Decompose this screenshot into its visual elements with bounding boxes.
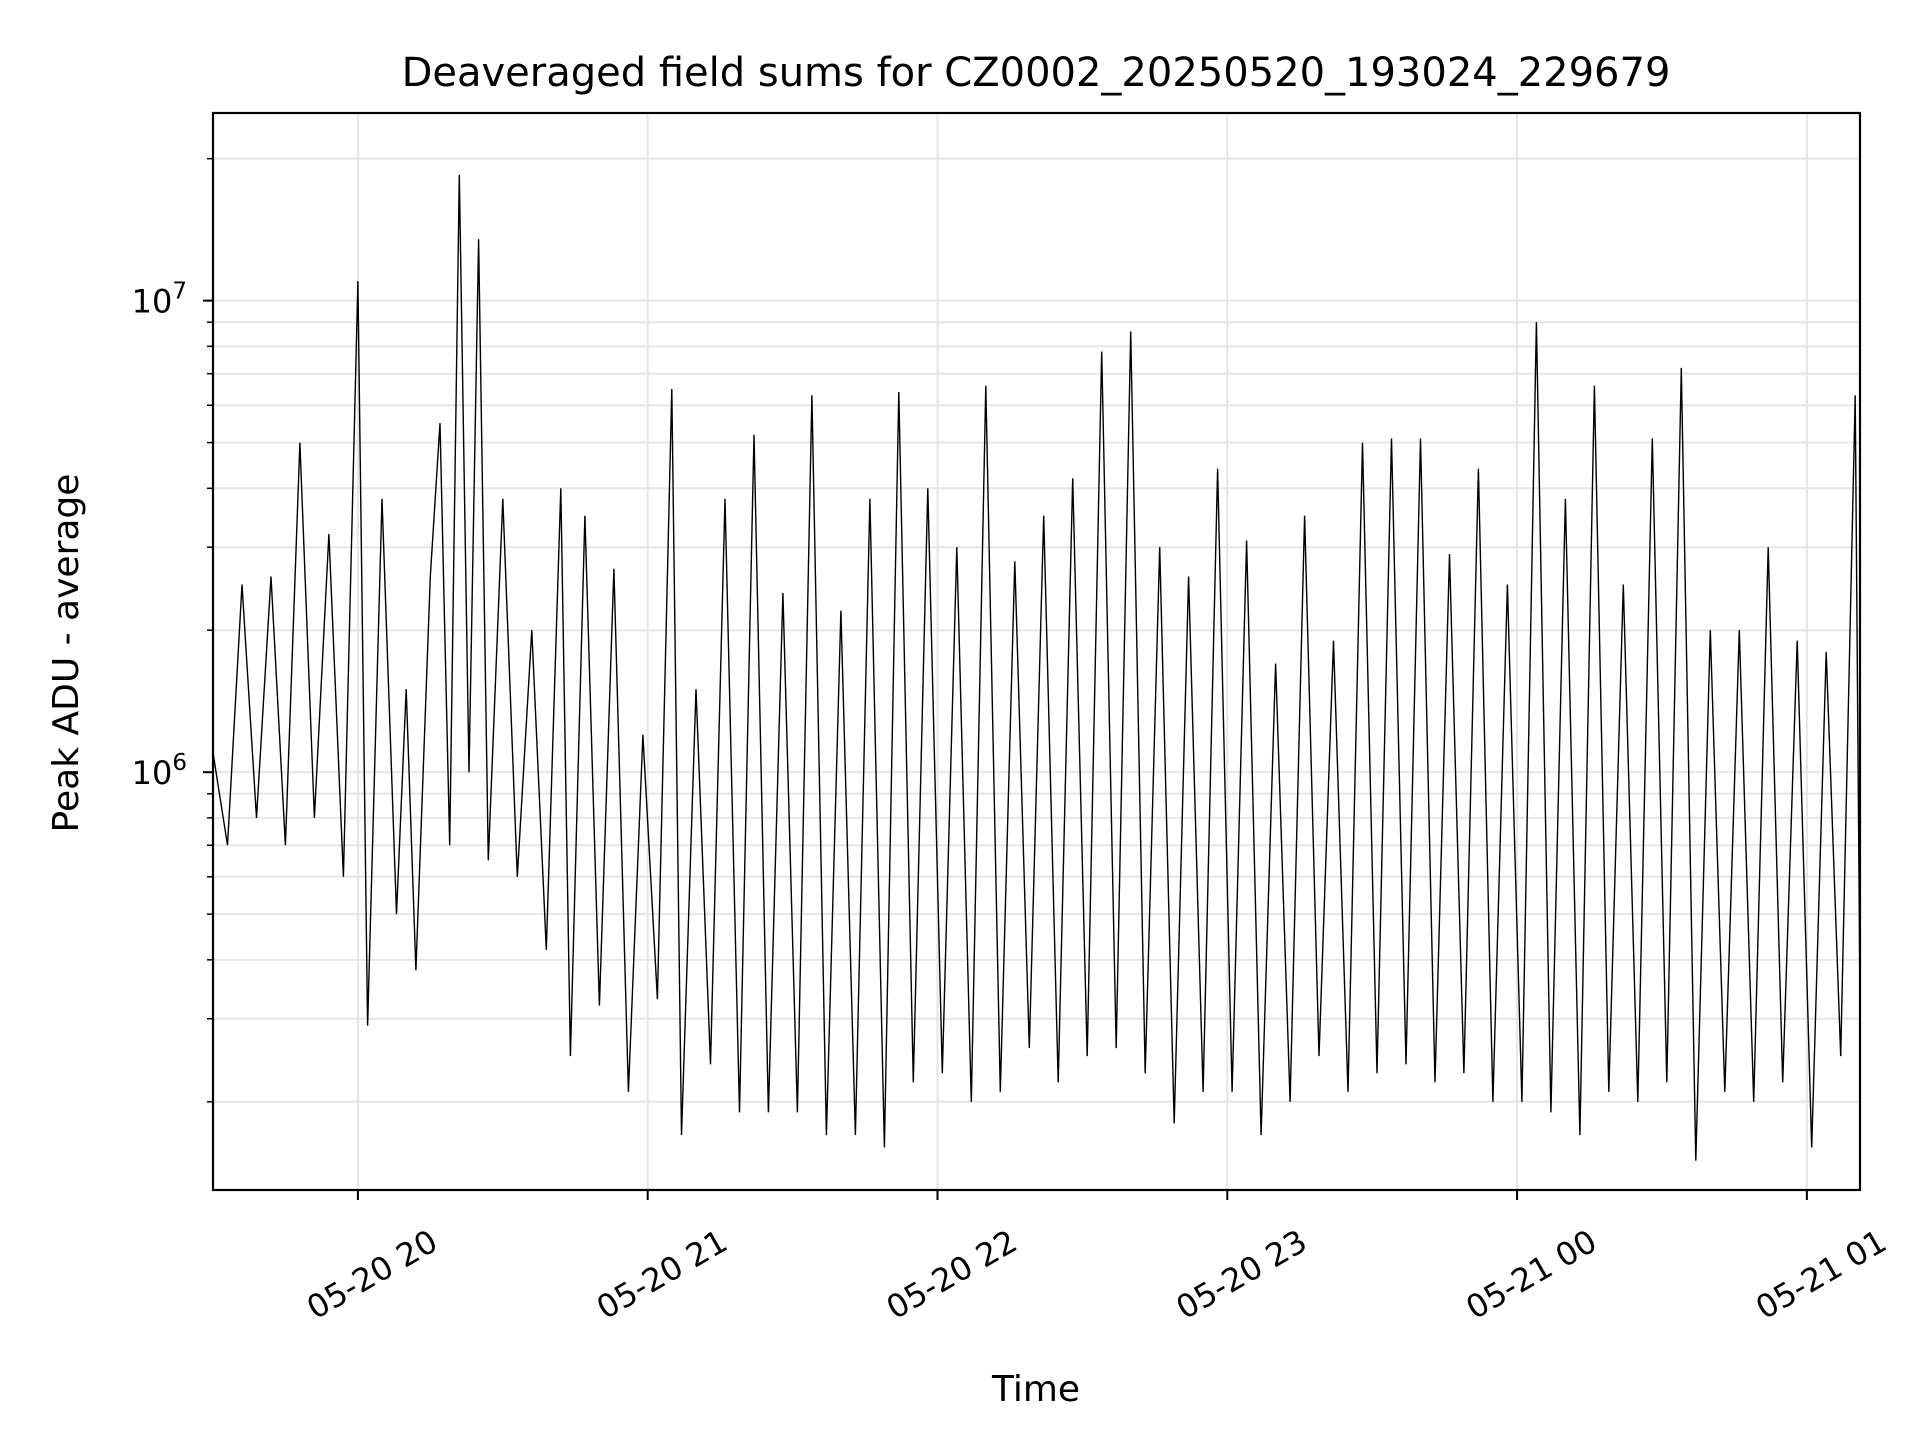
y-tick-label: 107 <box>132 279 187 321</box>
data-series-line <box>212 174 1861 1161</box>
x-axis-label: Time <box>991 1369 1080 1410</box>
chart-title: Deaveraged field sums for CZ0002_2025052… <box>402 50 1671 96</box>
plot-frame <box>211 111 1862 1192</box>
series-layer <box>212 174 1861 1161</box>
y-axis-label: Peak ADU - average <box>46 474 87 833</box>
y-tick-label: 106 <box>132 750 187 792</box>
